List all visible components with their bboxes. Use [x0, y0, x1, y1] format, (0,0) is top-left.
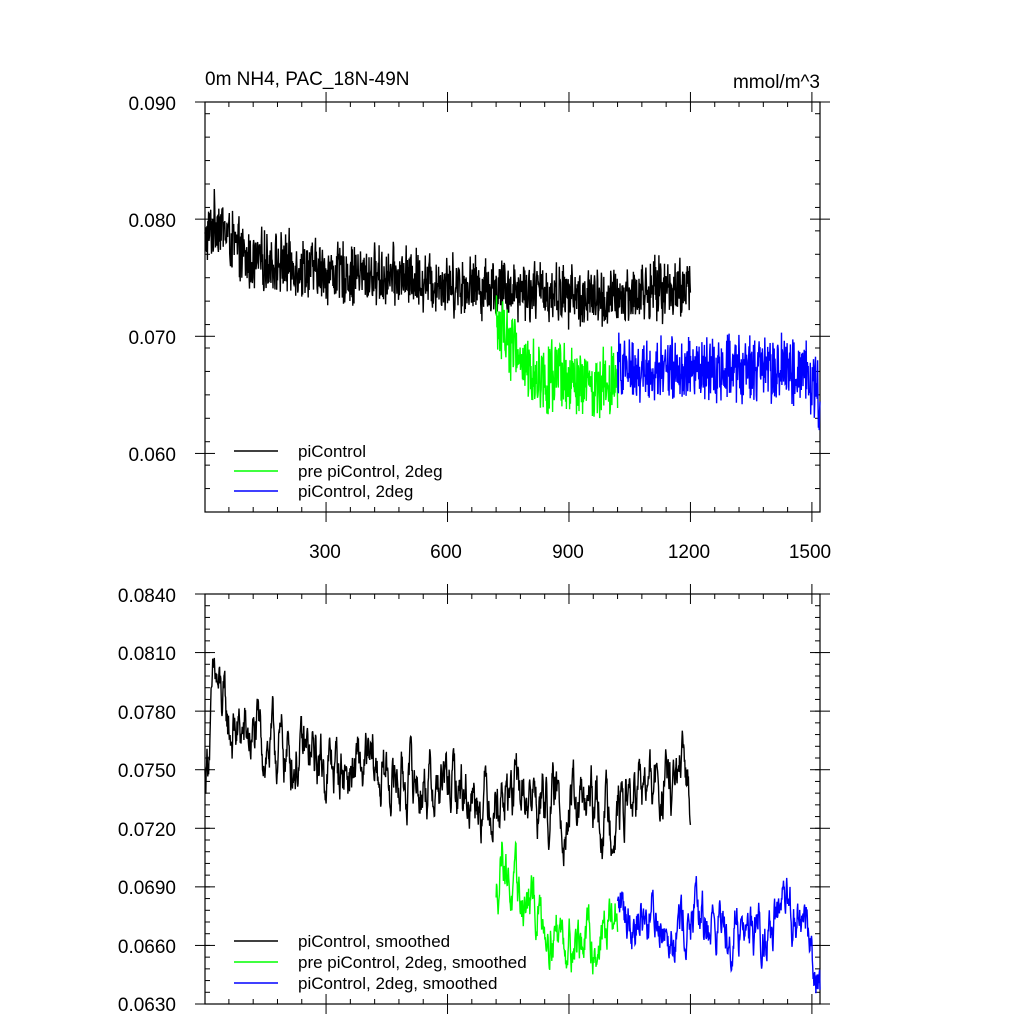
bottom-y-tick-label: 0.0810 — [118, 644, 176, 665]
legend-label: pre piControl, 2deg, smoothed — [298, 953, 527, 972]
bottom-legend: piControl, smoothed pre piControl, 2deg,… — [234, 932, 527, 993]
series-line-picontrol-smoothed — [204, 657, 692, 867]
top-y-tick-label: 0.060 — [128, 445, 176, 466]
bottom-plot-frame — [204, 593, 821, 1005]
bottom-y-tick-label: 0.0630 — [118, 995, 176, 1016]
bottom-y-tick-label: 0.0690 — [118, 878, 176, 899]
bottom-series-lines — [204, 657, 821, 994]
bottom-y-tick-labels: 0.0840 0.0810 0.0780 0.0750 0.0720 0.069… — [118, 586, 176, 1016]
bottom-y-tick-label: 0.0840 — [118, 586, 176, 607]
top-plot-frame — [204, 101, 821, 513]
bottom-axis-ticks — [195, 584, 830, 1014]
top-x-tick-labels: 300 600 900 1200 1500 — [309, 542, 831, 563]
legend-label: piControl, 2deg — [298, 482, 413, 501]
series-line-picontrol — [204, 188, 692, 330]
bottom-y-tick-label: 0.0750 — [118, 761, 176, 782]
top-panel: 0m NH4, PAC_18N-49N mmol/m^3 0.090 0.080… — [128, 69, 831, 563]
top-y-tick-label: 0.090 — [128, 94, 176, 115]
top-x-tick-label: 1500 — [789, 542, 831, 563]
top-series-lines — [204, 188, 821, 431]
series-line-picontrol-2deg — [616, 332, 821, 431]
top-y-tick-labels: 0.090 0.080 0.070 0.060 — [128, 94, 176, 466]
top-x-tick-label: 300 — [309, 542, 341, 563]
series-line-pre-picontrol-2deg — [495, 295, 619, 419]
top-y-tick-label: 0.070 — [128, 328, 176, 349]
legend-label: piControl, smoothed — [298, 932, 450, 951]
top-axis-ticks — [195, 92, 830, 522]
top-chart-title: 0m NH4, PAC_18N-49N — [205, 69, 410, 90]
series-line-pre-picontrol-2deg-smoothed — [495, 840, 619, 975]
bottom-y-tick-label: 0.0720 — [118, 820, 176, 841]
top-x-tick-label: 900 — [552, 542, 584, 563]
bottom-panel: 0.0840 0.0810 0.0780 0.0750 0.0720 0.069… — [118, 584, 830, 1016]
legend-label: piControl — [298, 442, 366, 461]
legend-label: piControl, 2deg, smoothed — [298, 974, 497, 993]
top-x-tick-label: 1200 — [668, 542, 710, 563]
top-legend: piControl pre piControl, 2deg piControl,… — [234, 442, 443, 501]
legend-label: pre piControl, 2deg — [298, 462, 443, 481]
top-x-tick-label: 600 — [430, 542, 462, 563]
bottom-y-tick-label: 0.0660 — [118, 937, 176, 958]
top-chart-units: mmol/m^3 — [733, 72, 820, 93]
series-line-picontrol-2deg-smoothed — [616, 876, 821, 994]
bottom-y-tick-label: 0.0780 — [118, 703, 176, 724]
top-y-tick-label: 0.080 — [128, 211, 176, 232]
